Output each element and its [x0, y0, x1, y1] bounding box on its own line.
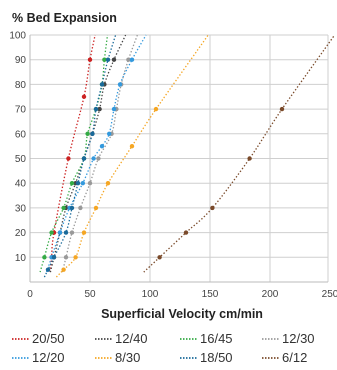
data-point-6-4 — [93, 205, 99, 211]
data-point-7-4 — [69, 205, 75, 211]
y-tick-10: 10 — [15, 253, 27, 264]
legend-label: 12/30 — [282, 331, 315, 346]
data-point-7-6 — [81, 156, 87, 161]
data-point-5-4 — [80, 181, 86, 186]
series-20-50 — [49, 34, 96, 273]
data-point-6-5 — [105, 181, 111, 186]
data-point-5-2 — [57, 230, 63, 235]
y-axis-ticks: 10 20 30 40 50 60 70 80 90 100 — [9, 31, 26, 264]
legend-label: 18/50 — [200, 350, 233, 365]
data-point-8-4 — [247, 156, 252, 161]
x-tick-0: 0 — [27, 289, 33, 300]
data-point-3-9 — [102, 57, 107, 62]
series-line-5 — [45, 34, 147, 273]
y-tick-80: 80 — [15, 80, 27, 91]
x-tick-200: 200 — [262, 289, 279, 300]
data-point-4-1 — [63, 255, 69, 260]
series-line-6 — [55, 34, 209, 278]
data-point-2-7 — [97, 106, 102, 112]
data-point-7-1 — [45, 267, 51, 272]
chart-legend: 20/50 12/40 16/45 12/30 12/20 8/30 18/50 6/12 — [12, 331, 315, 365]
data-point-8-3 — [210, 205, 215, 211]
data-point-6-3 — [81, 230, 87, 235]
data-point-2-9 — [111, 57, 117, 62]
x-axis-ticks: 0 50 100 150 200 250 — [27, 289, 337, 300]
data-point-7-8 — [93, 106, 99, 112]
data-point-4-5 — [96, 156, 101, 161]
series-18-50 — [43, 34, 117, 278]
legend-label: 8/30 — [115, 350, 140, 365]
data-point-6-2 — [73, 255, 78, 260]
data-point-7-3 — [63, 230, 69, 235]
legend-label: 16/45 — [200, 331, 233, 346]
legend-item-6-12: 6/12 — [262, 350, 307, 365]
series-line-7 — [43, 34, 117, 278]
x-tick-50: 50 — [84, 289, 96, 300]
series-8-30 — [55, 34, 209, 278]
data-point-4-2 — [69, 230, 75, 235]
y-tick-60: 60 — [15, 129, 27, 140]
data-point-6-6 — [129, 143, 135, 149]
legend-item-16-45: 16/45 — [180, 331, 233, 346]
series-16-45 — [39, 34, 109, 273]
data-point-3-4 — [69, 181, 75, 186]
data-point-3-1 — [42, 255, 47, 260]
legend-label: 12/40 — [115, 331, 148, 346]
data-point-5-8 — [111, 106, 117, 112]
y-tick-50: 50 — [15, 154, 27, 165]
data-point-1-4 — [81, 94, 87, 99]
data-point-7-7 — [90, 131, 95, 136]
series-12-20 — [45, 34, 147, 273]
data-point-1-5 — [87, 57, 93, 62]
legend-item-8-30: 8/30 — [95, 350, 140, 365]
legend-label: 20/50 — [32, 331, 65, 346]
data-point-4-9 — [126, 57, 131, 62]
data-point-5-6 — [99, 143, 105, 149]
data-point-5-5 — [91, 156, 96, 161]
legend-item-20-50: 20/50 — [12, 331, 65, 346]
data-point-1-3 — [66, 156, 71, 161]
y-tick-100: 100 — [9, 31, 26, 42]
data-point-8-5 — [279, 106, 285, 112]
legend-item-12-40: 12/40 — [95, 331, 148, 346]
data-point-7-2 — [51, 255, 57, 260]
data-point-6-1 — [61, 267, 66, 272]
series-line-3 — [39, 34, 109, 273]
x-axis-label: Superficial Velocity cm/min — [101, 307, 263, 321]
data-point-5-10 — [129, 57, 135, 62]
y-tick-70: 70 — [15, 105, 27, 116]
legend-item-18-50: 18/50 — [180, 350, 233, 365]
legend-label: 6/12 — [282, 350, 307, 365]
series-line-8 — [143, 34, 336, 273]
data-point-8-1 — [157, 255, 162, 260]
chart-title: % Bed Expansion — [12, 11, 117, 25]
data-point-8-2 — [183, 230, 189, 235]
series-line-1 — [49, 34, 96, 273]
chart-series — [39, 34, 336, 278]
legend-item-12-20: 12/20 — [12, 350, 65, 365]
y-tick-90: 90 — [15, 55, 27, 66]
chart-grid — [29, 34, 329, 283]
x-tick-150: 150 — [202, 289, 219, 300]
data-point-7-5 — [75, 181, 81, 186]
x-tick-100: 100 — [142, 289, 159, 300]
data-point-4-4 — [87, 181, 93, 186]
data-point-6-7 — [153, 106, 159, 112]
data-point-3-2 — [49, 230, 54, 235]
series-6-12 — [143, 34, 336, 273]
data-point-3-6 — [85, 131, 90, 136]
data-point-5-9 — [117, 82, 123, 87]
data-point-7-9 — [99, 82, 105, 87]
data-point-3-3 — [61, 205, 66, 211]
y-tick-20: 20 — [15, 228, 27, 239]
x-tick-250: 250 — [322, 289, 337, 300]
y-tick-40: 40 — [15, 179, 27, 190]
data-point-7-10 — [105, 57, 111, 62]
legend-item-12-30: 12/30 — [262, 331, 315, 346]
data-point-5-7 — [107, 131, 112, 136]
legend-label: 12/20 — [32, 350, 65, 365]
y-tick-30: 30 — [15, 203, 27, 214]
data-point-4-3 — [78, 205, 83, 211]
